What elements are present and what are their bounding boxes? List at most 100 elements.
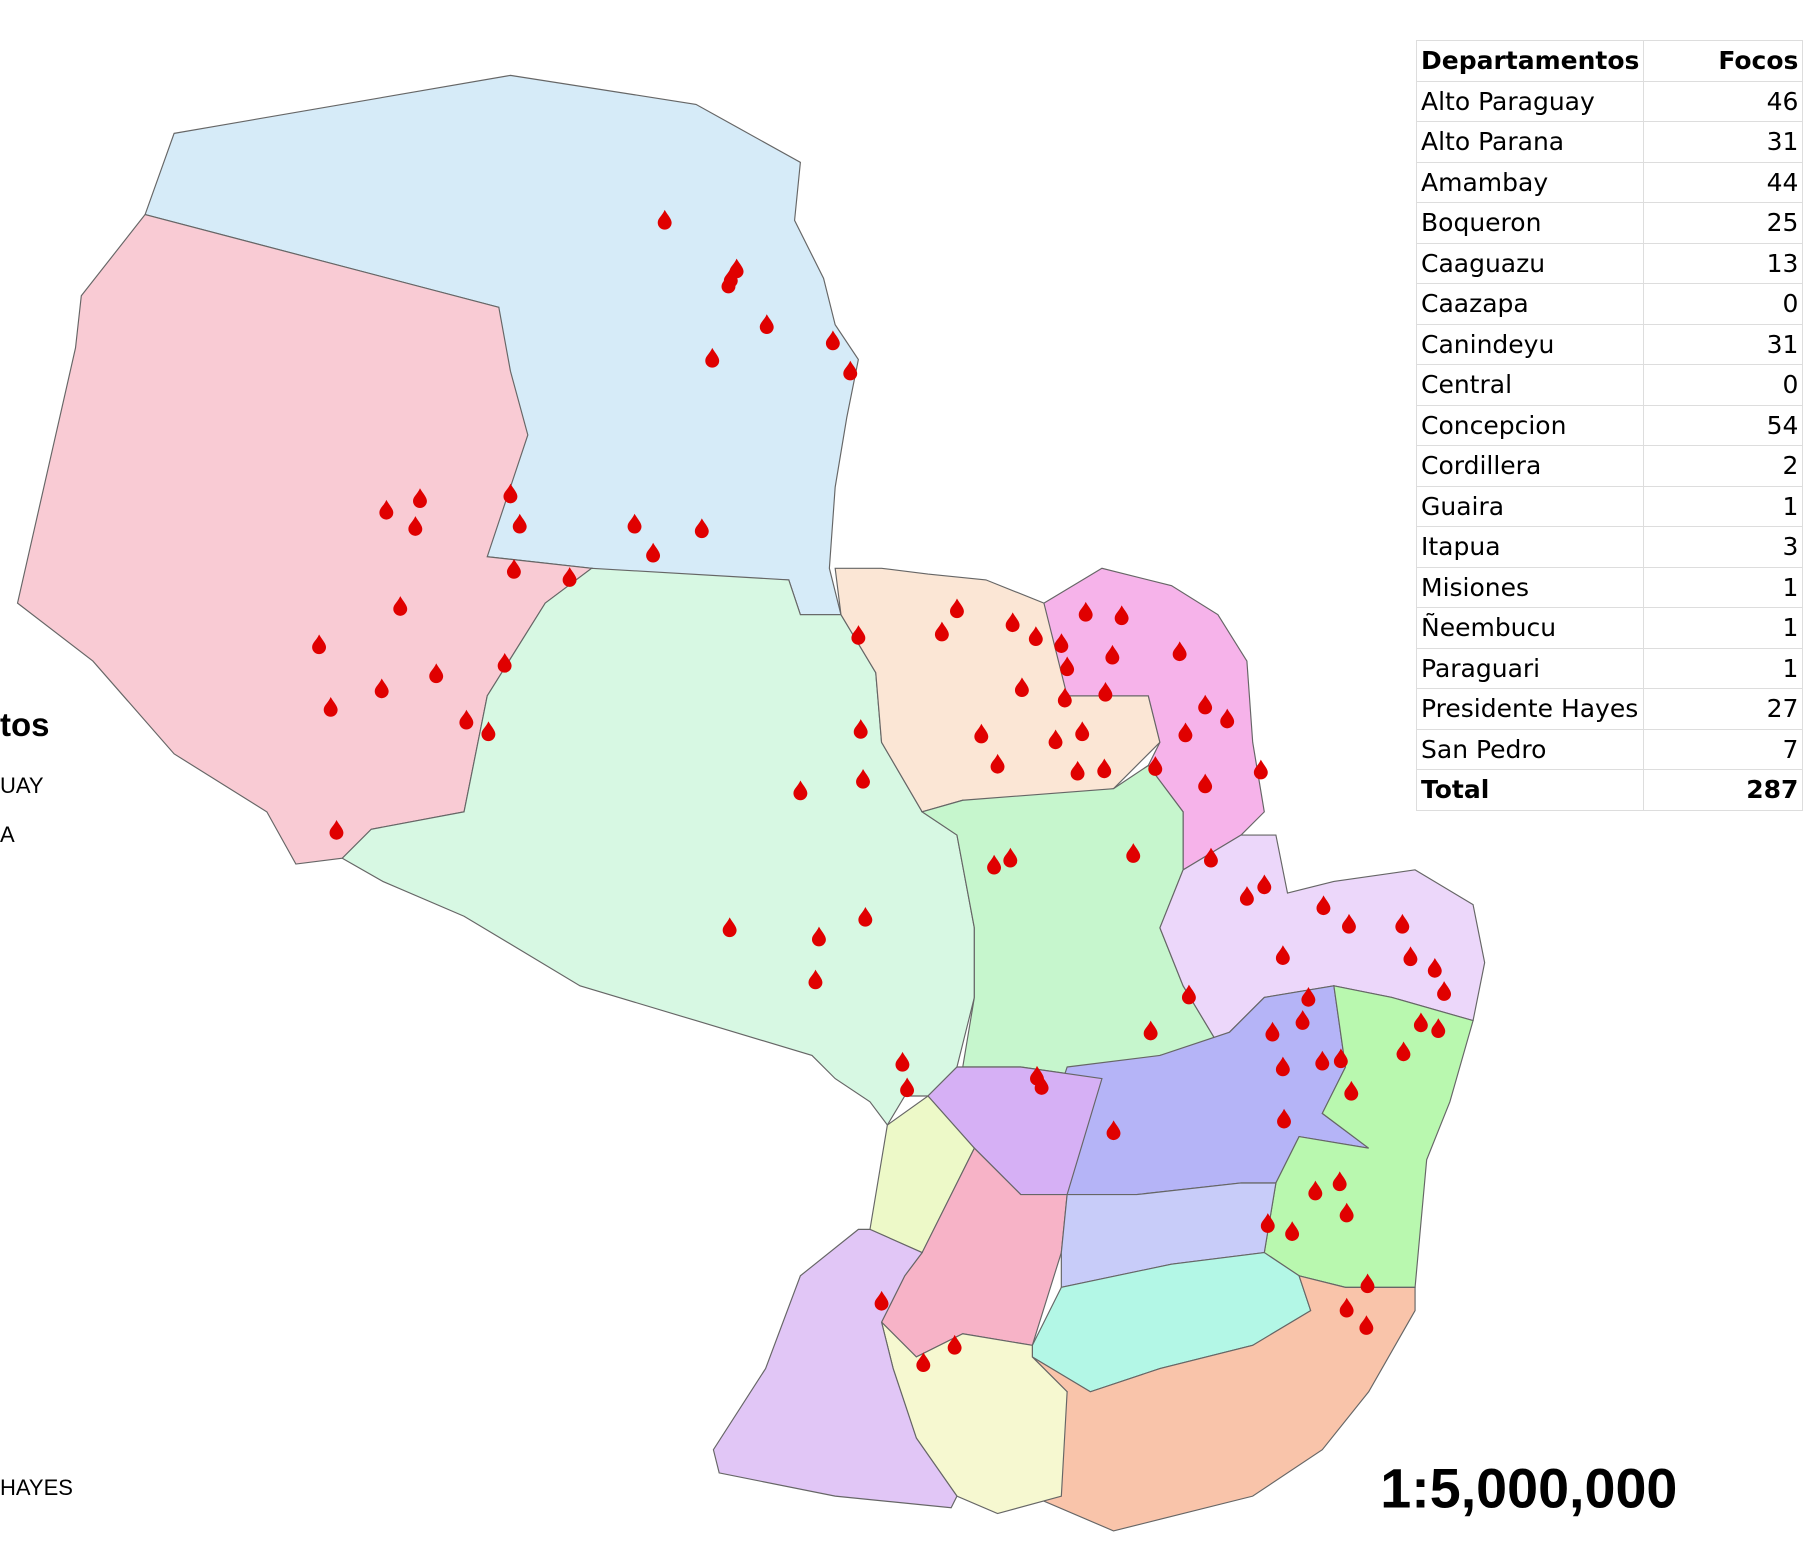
fire-point <box>1126 843 1141 863</box>
fire-point <box>808 969 823 990</box>
table-cell: Central <box>1415 364 1645 406</box>
table-row: Presidente Hayes 27 <box>1415 688 1804 730</box>
table-cell: Alto Parana <box>1415 121 1645 163</box>
fire-point <box>1253 759 1268 780</box>
fire-point <box>1301 986 1316 1007</box>
fire-point <box>657 209 672 230</box>
table-row: Cordillera 2 <box>1415 445 1804 487</box>
focos-table: Departamentos Focos Alto Paraguay 46 Alto Pa… <box>1415 40 1804 811</box>
table-cell: Concepcion <box>1415 404 1645 446</box>
table-cell: 0 <box>1643 364 1804 406</box>
table-cell: 1 <box>1643 607 1804 649</box>
fire-point <box>1057 687 1072 708</box>
fire-points <box>312 209 1452 1373</box>
fire-point <box>512 513 527 534</box>
legend-item: A <box>0 822 15 847</box>
departments <box>16 74 1486 1532</box>
fire-point <box>1181 984 1196 1005</box>
table-cell: 31 <box>1643 323 1804 365</box>
table-cell: 27 <box>1643 688 1804 730</box>
table-cell: Paraguari <box>1415 647 1645 689</box>
itapua <box>1031 1274 1416 1532</box>
fire-point <box>1295 1010 1310 1030</box>
fire-point <box>900 1077 915 1098</box>
table-cell: 44 <box>1643 161 1804 203</box>
fire-point <box>825 330 840 351</box>
fire-point <box>1332 1171 1347 1192</box>
table-cell: Amambay <box>1415 161 1645 203</box>
fire-point <box>1114 605 1129 626</box>
fire-point <box>1143 1020 1158 1041</box>
fire-point <box>853 719 868 739</box>
table-cell: San Pedro <box>1415 728 1645 770</box>
fire-point <box>1054 633 1069 653</box>
fire-point <box>1265 1021 1280 1042</box>
fire-point <box>851 625 866 645</box>
fire-point <box>379 499 394 520</box>
fire-point <box>1396 1041 1411 1062</box>
table-row: Alto Parana 31 <box>1415 121 1804 163</box>
fire-point <box>1360 1273 1375 1294</box>
table-row: Departamentos Focos <box>1415 40 1804 82</box>
fire-point <box>1048 729 1063 750</box>
fire-point <box>1075 721 1090 742</box>
fire-point <box>874 1290 889 1311</box>
table-cell: Caazapa <box>1415 283 1645 325</box>
table-row: San Pedro 7 <box>1415 728 1804 770</box>
fire-point <box>1339 1202 1354 1223</box>
table-cell: Misiones <box>1415 566 1645 608</box>
table-row: Central 0 <box>1415 364 1804 406</box>
fire-point <box>374 678 389 699</box>
fire-point <box>1097 758 1112 779</box>
table-row: Boqueron 25 <box>1415 202 1804 244</box>
fire-point <box>1078 601 1093 622</box>
table-cell: Focos <box>1643 40 1804 82</box>
table-row: Concepcion 54 <box>1415 404 1804 446</box>
fire-point <box>990 753 1005 774</box>
table-row: Canindeyu 31 <box>1415 323 1804 365</box>
table-cell: 13 <box>1643 242 1804 284</box>
fire-point <box>1003 847 1018 868</box>
legend-item: UAY <box>0 773 44 798</box>
fire-point <box>987 854 1002 875</box>
table-row: Ñeembucu 1 <box>1415 607 1804 649</box>
fire-point <box>1148 756 1163 776</box>
fire-point <box>1178 722 1193 743</box>
fire-point <box>947 1334 962 1355</box>
fire-point <box>1339 1297 1354 1318</box>
fire-point <box>856 768 870 789</box>
fire-point <box>1060 656 1075 677</box>
fire-point <box>949 598 964 619</box>
fire-point <box>1437 981 1452 1001</box>
fire-point <box>729 258 744 279</box>
fire-point <box>974 723 989 744</box>
fire-point <box>895 1051 910 1072</box>
fire-point <box>858 906 873 927</box>
fire-point <box>694 518 709 539</box>
fire-point <box>1098 681 1113 702</box>
table-cell: 46 <box>1643 80 1804 122</box>
table-cell: Guaira <box>1415 485 1645 527</box>
fire-point <box>1028 626 1043 647</box>
fire-point <box>793 780 808 801</box>
table-cell: 1 <box>1643 566 1804 608</box>
table-cell: 1 <box>1643 485 1804 527</box>
table-row: Guaira 1 <box>1415 485 1804 527</box>
fire-point <box>497 652 512 673</box>
fire-point <box>722 917 737 938</box>
table-cell: Alto Paraguay <box>1415 80 1645 122</box>
table-cell: Ñeembucu <box>1415 607 1645 649</box>
table-cell: Caaguazu <box>1415 242 1645 284</box>
table-cell: 2 <box>1643 445 1804 487</box>
fire-point <box>721 273 736 294</box>
table-cell: Total <box>1415 769 1645 811</box>
fire-point <box>1275 945 1290 965</box>
fire-point <box>1333 1048 1348 1069</box>
table-row: Total 287 <box>1415 769 1804 811</box>
concepcion <box>834 567 1161 813</box>
table-cell: 54 <box>1643 404 1804 446</box>
fire-point <box>759 314 774 335</box>
table-row: Amambay 44 <box>1415 161 1804 203</box>
fire-point <box>1359 1315 1374 1335</box>
